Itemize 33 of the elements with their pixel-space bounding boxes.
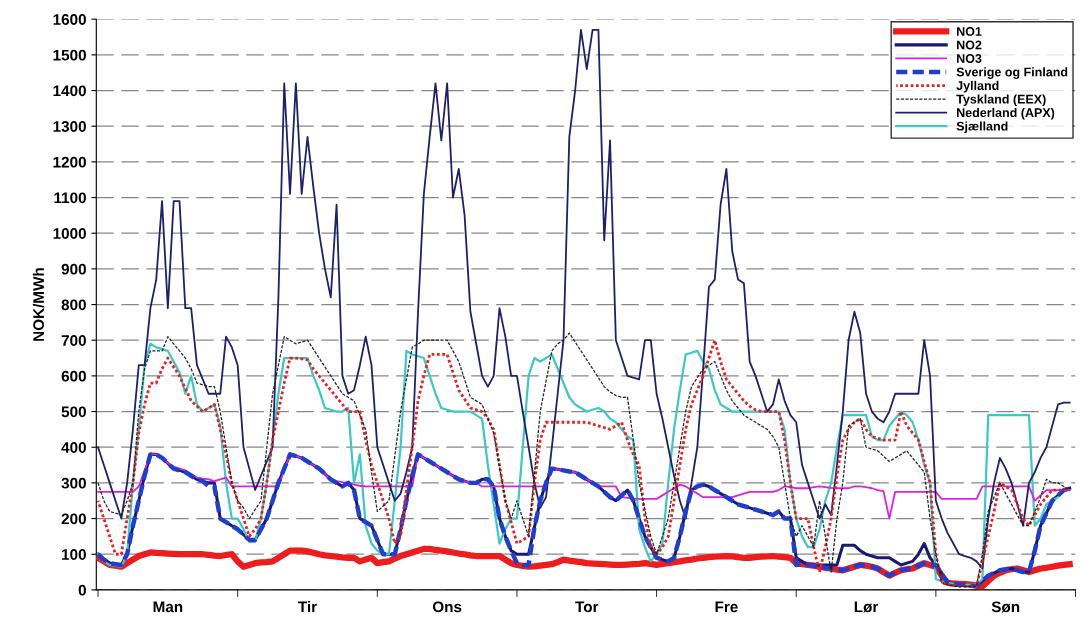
legend-label: Nederland (APX)	[957, 107, 1055, 120]
y-tick-label: 1000	[53, 228, 86, 239]
x-tick-label: Fre	[715, 601, 738, 613]
legend-label: Sjælland	[956, 121, 1008, 134]
y-tick-label: 500	[61, 406, 86, 418]
y-tick-label: 1600	[53, 14, 86, 25]
y-tick-label: 600	[61, 370, 86, 382]
x-tick-label: Søn	[991, 601, 1020, 613]
y-tick-label: 0	[78, 584, 86, 596]
y-tick-label: 700	[61, 335, 86, 346]
legend-label: Tyskland (EEX)	[956, 94, 1046, 107]
legend-label: NO1	[957, 27, 982, 36]
x-tick-label: Ons	[432, 601, 462, 613]
legend-label: Jylland	[956, 80, 999, 93]
y-tick-label: 1500	[53, 49, 86, 61]
legend-label: NO2	[957, 40, 982, 50]
y-axis-title: NOK/MWh	[32, 268, 45, 341]
y-tick-label: 1300	[53, 121, 86, 132]
y-tick-label: 400	[61, 442, 86, 453]
y-tick-label: 800	[61, 299, 86, 311]
legend-label: Sverige og Finland	[956, 67, 1068, 79]
x-tick-label: Tir	[298, 601, 317, 613]
y-tick-label: 100	[62, 549, 86, 560]
x-tick-label: Man	[153, 601, 183, 613]
x-tick-label: Tor	[575, 601, 599, 613]
legend-label: NO3	[957, 54, 982, 63]
y-tick-label: 1100	[54, 192, 86, 204]
x-tick-label: Lør	[854, 601, 879, 613]
y-tick-label: 200	[61, 513, 86, 525]
y-tick-label: 900	[61, 263, 86, 275]
y-tick-label: 300	[61, 477, 86, 489]
y-tick-label: 1400	[53, 85, 86, 97]
y-tick-label: 1200	[53, 156, 86, 168]
